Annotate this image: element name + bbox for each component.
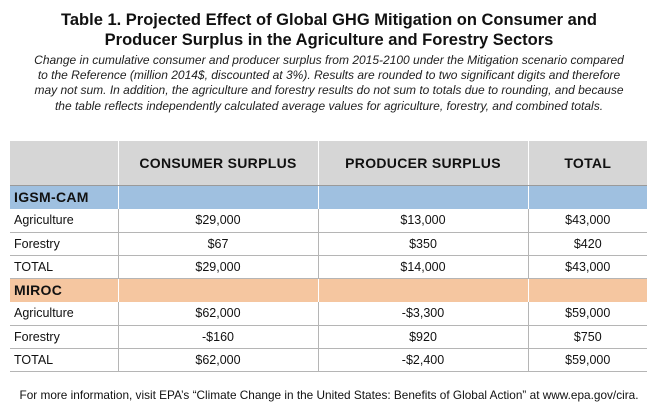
row-label: TOTAL [10,255,118,279]
row-label: Forestry [10,325,118,349]
row-label: Forestry [10,232,118,256]
table-row: TOTAL $62,000 -$2,400 $59,000 [10,348,647,372]
row-label: Agriculture [10,302,118,326]
cell-consumer: $67 [117,232,318,256]
cell-producer: $13,000 [317,209,528,233]
cell-consumer: $29,000 [117,255,318,279]
header-row: CONSUMER SURPLUS PRODUCER SURPLUS TOTAL [10,141,647,186]
caption-line-4: the table reflects independently calcula… [54,98,604,113]
cell-producer: $350 [317,232,528,256]
cell-producer: $920 [317,325,528,349]
cell-total: $59,000 [527,348,647,372]
header-producer-surplus: PRODUCER SURPLUS [317,141,528,186]
cell-producer: $14,000 [317,255,528,279]
table-row: Forestry $67 $350 $420 [10,232,647,256]
table-row: TOTAL $29,000 $14,000 $43,000 [10,255,647,279]
table-row: Agriculture $62,000 -$3,300 $59,000 [10,302,647,326]
header-blank [10,141,118,186]
cell-producer: -$2,400 [317,348,528,372]
caption-line-2: to the Reference (million 2014$, discoun… [37,68,621,83]
row-label: TOTAL [10,348,118,372]
caption-line-3: may not sum. In addition, the agricultur… [34,83,624,98]
group-row-miroc: MIROC [10,278,647,302]
cell-total: $43,000 [527,209,647,233]
cell-producer: -$3,300 [317,302,528,326]
cell-consumer: $62,000 [117,348,318,372]
table-row: Agriculture $29,000 $13,000 $43,000 [10,209,647,233]
group-label: MIROC [10,278,118,302]
row-label: Agriculture [10,209,118,233]
title-line-1: Table 1. Projected Effect of Global GHG … [61,11,597,29]
footer-note: For more information, visit EPA’s “Clima… [19,388,639,402]
cell-total: $420 [527,232,647,256]
header-total: TOTAL [527,141,647,186]
group-row-igsm-cam: IGSM-CAM [10,185,647,209]
title-line-2: Producer Surplus in the Agriculture and … [104,31,554,49]
header-consumer-surplus: CONSUMER SURPLUS [117,141,318,186]
cell-total: $59,000 [527,302,647,326]
table-title: Table 1. Projected Effect of Global GHG … [0,10,658,50]
cell-consumer: $29,000 [117,209,318,233]
table-row: Forestry -$160 $920 $750 [10,325,647,349]
group-label: IGSM-CAM [10,185,118,209]
caption-line-1: Change in cumulative consumer and produc… [34,53,624,67]
table-caption: Change in cumulative consumer and produc… [10,53,648,114]
cell-consumer: $62,000 [117,302,318,326]
cell-total: $750 [527,325,647,349]
cell-consumer: -$160 [117,325,318,349]
surplus-table: CONSUMER SURPLUS PRODUCER SURPLUS TOTAL … [10,141,647,372]
cell-total: $43,000 [527,255,647,279]
